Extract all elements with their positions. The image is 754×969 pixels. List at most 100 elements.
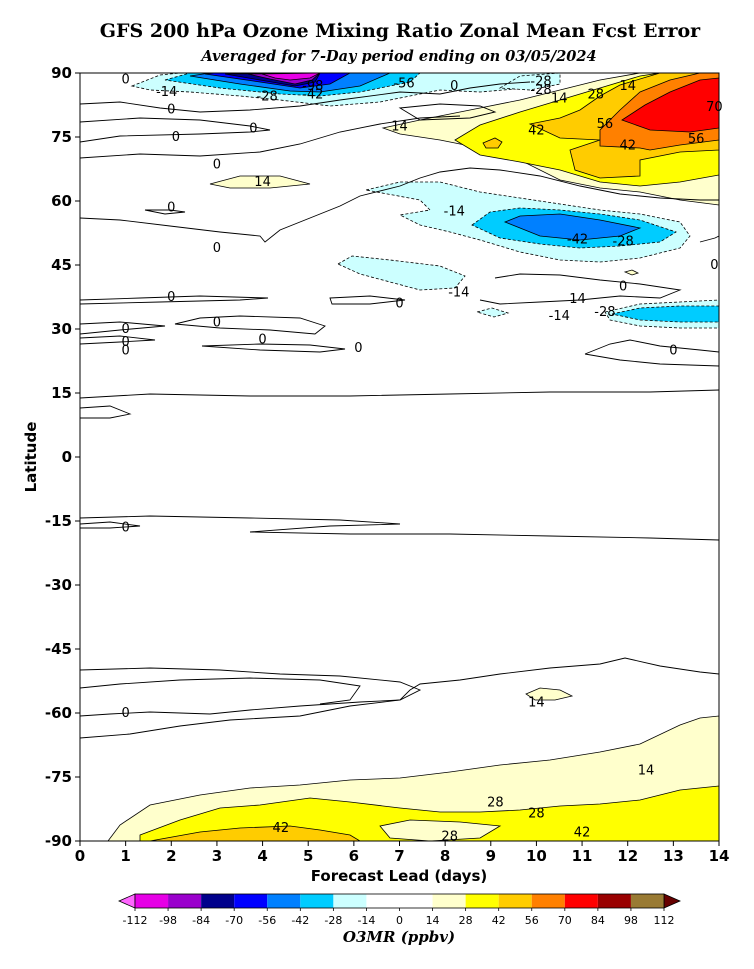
contour-label: 0 <box>122 322 130 337</box>
x-axis-ticks: 0 1 2 3 4 5 6 7 8 9 10 11 12 13 14 <box>75 841 729 865</box>
contour-label: 14 <box>528 695 545 710</box>
x-tick-label: 1 <box>120 847 130 865</box>
contour-zero-20 <box>80 521 141 529</box>
contour-label: 0 <box>249 121 257 136</box>
colorbar-over-triangle <box>663 893 681 909</box>
fill-neg28-east <box>611 305 719 323</box>
contour-label: -56 <box>393 77 414 92</box>
contour-zero-5 <box>80 167 719 243</box>
contour-label: 0 <box>213 241 221 256</box>
colorbar-swatch <box>564 894 598 908</box>
contour-label: 42 <box>273 821 290 836</box>
x-tick-label: 9 <box>486 847 496 865</box>
contour-zero-4 <box>398 103 497 121</box>
contour-label: 42 <box>619 139 636 154</box>
colorbar-swatch <box>432 894 466 908</box>
contour-zero-2 <box>80 117 271 143</box>
contour-label: -98 <box>302 79 323 94</box>
contour-label: 0 <box>450 79 458 94</box>
contour-zero-18 <box>80 405 132 419</box>
fill-pos14-mid <box>623 269 640 276</box>
y-tick-label: 60 <box>51 192 72 210</box>
contour-label: 28 <box>528 806 545 821</box>
contour-label: 56 <box>688 132 705 147</box>
x-tick-label: 5 <box>303 847 313 865</box>
fill-pos70-north <box>621 77 719 133</box>
x-tick-label: 3 <box>212 847 222 865</box>
contour-label: -28 <box>530 83 551 98</box>
fill-neg14-ne <box>498 73 561 91</box>
contour-zero-14 <box>201 343 346 353</box>
contour-zero-3 <box>80 115 461 159</box>
fill-neg42-mid <box>503 213 642 241</box>
y-tick-label: -15 <box>45 512 72 530</box>
contour-label: -14 <box>156 85 177 100</box>
contour-label: 28 <box>441 830 458 845</box>
y-tick-label: -45 <box>45 640 72 658</box>
contour-label: 14 <box>569 292 586 307</box>
contour-label: -14 <box>549 309 570 324</box>
contour-label: 0 <box>354 341 362 356</box>
y-tick-label: -60 <box>45 704 72 722</box>
y-tick-label: 75 <box>51 128 72 146</box>
contour-label: 0 <box>122 343 130 358</box>
x-tick-label: 8 <box>440 847 450 865</box>
contour-label: -42 <box>567 232 588 247</box>
colorbar-swatch <box>531 894 565 908</box>
x-tick-label: 7 <box>394 847 404 865</box>
colorbar-tick-label: 56 <box>525 914 539 927</box>
contour-label: -28 <box>257 89 278 104</box>
contour-label: -28 <box>594 305 615 320</box>
contour-label: 56 <box>597 117 614 132</box>
y-tick-label: 45 <box>51 256 72 274</box>
contour-label: 0 <box>167 102 175 117</box>
contour-label: -28 <box>530 75 551 90</box>
colorbar-under-triangle <box>118 893 136 909</box>
contour-zero-23 <box>80 657 719 739</box>
contour-zero-22 <box>80 677 361 705</box>
colorbar-tick-label: 28 <box>459 914 473 927</box>
fill-pos42-south <box>149 825 361 841</box>
contour-label: 28 <box>487 796 504 811</box>
contour-label: 28 <box>587 87 604 102</box>
colorbar-tick-label: -98 <box>159 914 177 927</box>
contour-label: 14 <box>391 119 408 134</box>
x-tick-label: 13 <box>663 847 684 865</box>
contour-label: 0 <box>669 343 677 358</box>
fill-neg14-mid3 <box>475 307 510 318</box>
x-tick-label: 4 <box>257 847 267 865</box>
colorbar-swatch <box>366 894 400 908</box>
contour-zero-9 <box>329 295 406 305</box>
y-tick-label: -90 <box>45 832 72 850</box>
y-tick-label: -75 <box>45 768 72 786</box>
contour-label: 42 <box>574 825 591 840</box>
colorbar: -112 -98 -84 -70 -56 -42 -28 -14 0 14 28 42 56 70 84 98… <box>118 893 681 927</box>
contour-label: 0 <box>395 296 403 311</box>
colorbar-tick-label: 42 <box>492 914 506 927</box>
colorbar-swatch <box>465 894 499 908</box>
contour-label: 70 <box>706 100 723 115</box>
colorbar-tick-label: -112 <box>123 914 148 927</box>
contour-label: 0 <box>258 333 266 348</box>
colorbar-swatch <box>597 894 631 908</box>
contour-zero-10 <box>479 273 682 305</box>
zero-contours <box>80 81 719 739</box>
contour-label: 0 <box>167 200 175 215</box>
x-axis-label: Forecast Lead (days) <box>311 867 487 885</box>
colorbar-tick-label: -70 <box>225 914 243 927</box>
y-tick-label: 0 <box>62 448 72 466</box>
contour-label: 0 <box>172 130 180 145</box>
colorbar-tick-label: 98 <box>624 914 638 927</box>
fill-neg14-mid2 <box>337 255 466 291</box>
contour-label: 14 <box>551 92 568 107</box>
x-tick-label: 10 <box>526 847 547 865</box>
contour-label: -14 <box>448 286 469 301</box>
contour-zero-8 <box>80 295 269 305</box>
y-axis-label: Latitude <box>22 422 40 493</box>
contour-label: 14 <box>254 175 271 190</box>
contour-zero-7 <box>699 235 719 243</box>
y-tick-label: -30 <box>45 576 72 594</box>
contour-zero-12 <box>80 321 166 335</box>
contour-zero-21 <box>80 667 422 717</box>
colorbar-swatch <box>333 894 367 908</box>
